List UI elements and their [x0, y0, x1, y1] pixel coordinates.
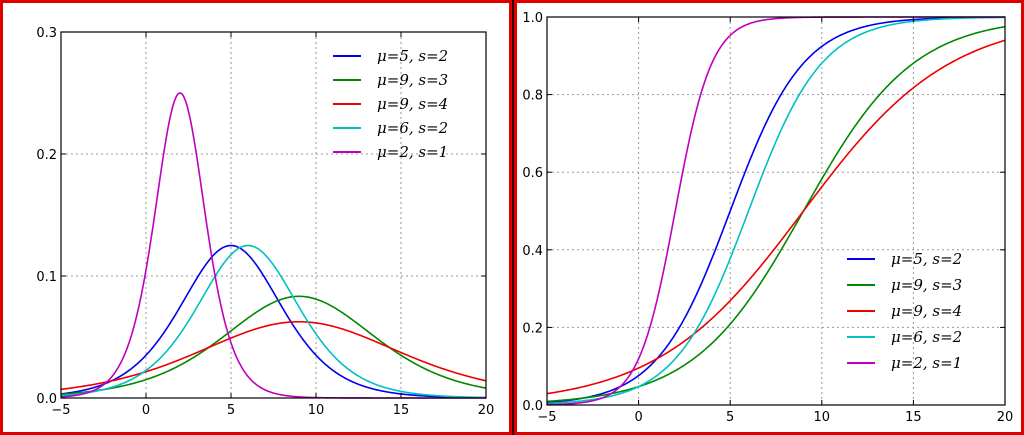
series-line-3	[60, 244, 487, 399]
pdf-chart: −5 0 5 10 15 20 0.0 0.1 0.2 0.3 μ=5, s=2 μ=9, s=3 μ=…	[36, 26, 495, 418]
x-tick-label: 20	[997, 410, 1014, 425]
legend-label: μ=9, s=3	[377, 71, 448, 89]
legend-label: μ=6, s=2	[891, 328, 962, 346]
plot-frame	[546, 16, 1006, 406]
x-tick-label: 0	[634, 410, 642, 425]
y-tick-label: 0.8	[522, 89, 543, 104]
legend-label: μ=9, s=4	[377, 95, 448, 113]
legend-label: μ=6, s=2	[377, 119, 448, 137]
series-line-2	[546, 39, 1006, 395]
legend-label: μ=5, s=2	[891, 250, 962, 268]
legend-label: μ=5, s=2	[377, 47, 448, 65]
x-tick-label: −5	[537, 410, 556, 425]
x-tick-label: 10	[814, 410, 831, 425]
series-line-0	[546, 16, 1006, 404]
y-tick-label: 1.0	[522, 11, 543, 26]
series-line-4	[546, 16, 1005, 406]
series-line-4	[60, 92, 486, 399]
series-line-1	[546, 25, 1006, 403]
legend-label: μ=9, s=4	[891, 302, 962, 320]
y-tick-label: 0.2	[522, 321, 543, 336]
y-tick-label: 0.1	[36, 270, 57, 285]
cdf-chart: −5 0 5 10 15 20 0.0 0.2 0.4 0.6 0.8 1.0 μ=5, s=2 μ=9,…	[522, 11, 1014, 425]
x-tick-label: 10	[308, 403, 325, 418]
series-line-1	[60, 295, 487, 396]
series-line-0	[60, 244, 487, 399]
y-tick-label: 0.6	[522, 166, 543, 181]
x-tick-label: 20	[478, 403, 495, 418]
x-tick-label: −5	[51, 403, 70, 418]
x-tick-label: 15	[905, 410, 922, 425]
legend-label: μ=9, s=3	[891, 276, 962, 294]
panel-divider	[512, 0, 514, 435]
x-tick-label: 5	[726, 410, 734, 425]
pdf-chart-panel: −5 0 5 10 15 20 0.0 0.1 0.2 0.3 μ=5, s=2 μ=9, s=3 μ=…	[0, 0, 512, 435]
cdf-chart-panel: −5 0 5 10 15 20 0.0 0.2 0.4 0.6 0.8 1.0 μ=5, s=2 μ=9,…	[514, 0, 1024, 435]
y-tick-label: 0.2	[36, 148, 57, 163]
y-tick-label: 0.0	[522, 399, 543, 414]
plot-frame	[60, 31, 487, 399]
y-tick-label: 0.4	[522, 244, 543, 259]
legend-label: μ=2, s=1	[377, 143, 448, 161]
y-tick-label: 0.0	[36, 392, 57, 407]
series-line-3	[546, 16, 1006, 405]
x-tick-label: 15	[393, 403, 410, 418]
x-tick-label: 5	[227, 403, 235, 418]
y-tick-label: 0.3	[36, 26, 57, 41]
legend-label: μ=2, s=1	[891, 354, 962, 372]
x-tick-label: 0	[142, 403, 150, 418]
series-line-2	[60, 320, 487, 391]
